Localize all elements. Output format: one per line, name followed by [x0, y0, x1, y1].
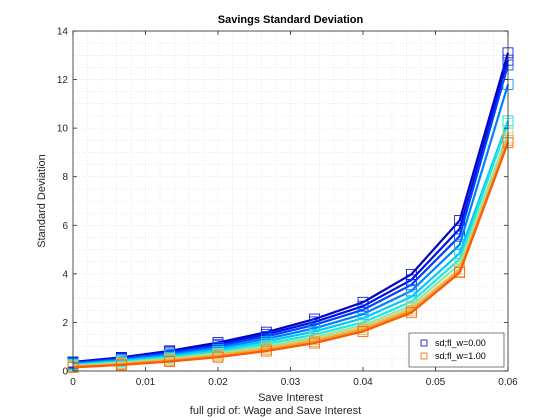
x-axis-label: Save Interest: [258, 392, 323, 404]
x-tick-label: 0.03: [281, 377, 301, 388]
legend: sd;fl_w=0.00 sd;fl_w=1.00: [408, 332, 505, 368]
x-axis-sublabel: full grid of: Wage and Save Interest: [190, 405, 361, 417]
series-line: [72, 120, 510, 366]
x-tick-label: 0.06: [498, 377, 518, 388]
data-point-marker: [260, 345, 272, 357]
series-line: [72, 64, 510, 365]
x-tick-label: 0: [70, 377, 76, 388]
y-tick-label: 0: [62, 367, 68, 378]
legend-entry-label: sd;fl_w=0.00: [435, 338, 486, 348]
chart-title: Savings Standard Deviation: [218, 14, 364, 26]
y-tick-label: 6: [62, 221, 68, 232]
series-group: [67, 47, 514, 373]
legend-marker: [420, 352, 428, 360]
x-tick-label: 0.01: [136, 377, 156, 388]
data-point-marker: [357, 326, 369, 337]
series-line: [72, 142, 510, 369]
data-point-marker: [212, 351, 224, 363]
y-tick-label: 14: [57, 27, 69, 38]
legend-marker: [420, 339, 428, 347]
ticks: 0 0.01 0.02 0.03 0.04 0.05 0.06 0 2 4 6 8 10 12 14: [57, 27, 518, 389]
x-tick-label: 0.04: [353, 377, 373, 388]
y-tick-label: 4: [62, 269, 68, 280]
x-tick-label: 0.05: [426, 377, 446, 388]
series-line: [72, 84, 510, 365]
x-tick-label: 0.02: [208, 377, 228, 388]
y-tick-label: 12: [57, 75, 69, 86]
data-point-marker: [454, 267, 466, 279]
legend-entry-label: sd;fl_w=1.00: [435, 351, 486, 361]
data-point-marker: [405, 307, 417, 319]
y-tick-label: 10: [57, 124, 69, 135]
legend-box: [408, 332, 505, 368]
y-tick-label: 2: [62, 318, 68, 329]
grid-lines: [72, 30, 509, 372]
data-point-marker: [115, 359, 127, 371]
y-tick-label: 8: [62, 172, 68, 183]
y-axis-label: Standard Deviation: [36, 154, 48, 248]
series-9: [67, 137, 514, 373]
data-point-marker: [309, 337, 321, 349]
data-point-marker: [164, 356, 176, 367]
